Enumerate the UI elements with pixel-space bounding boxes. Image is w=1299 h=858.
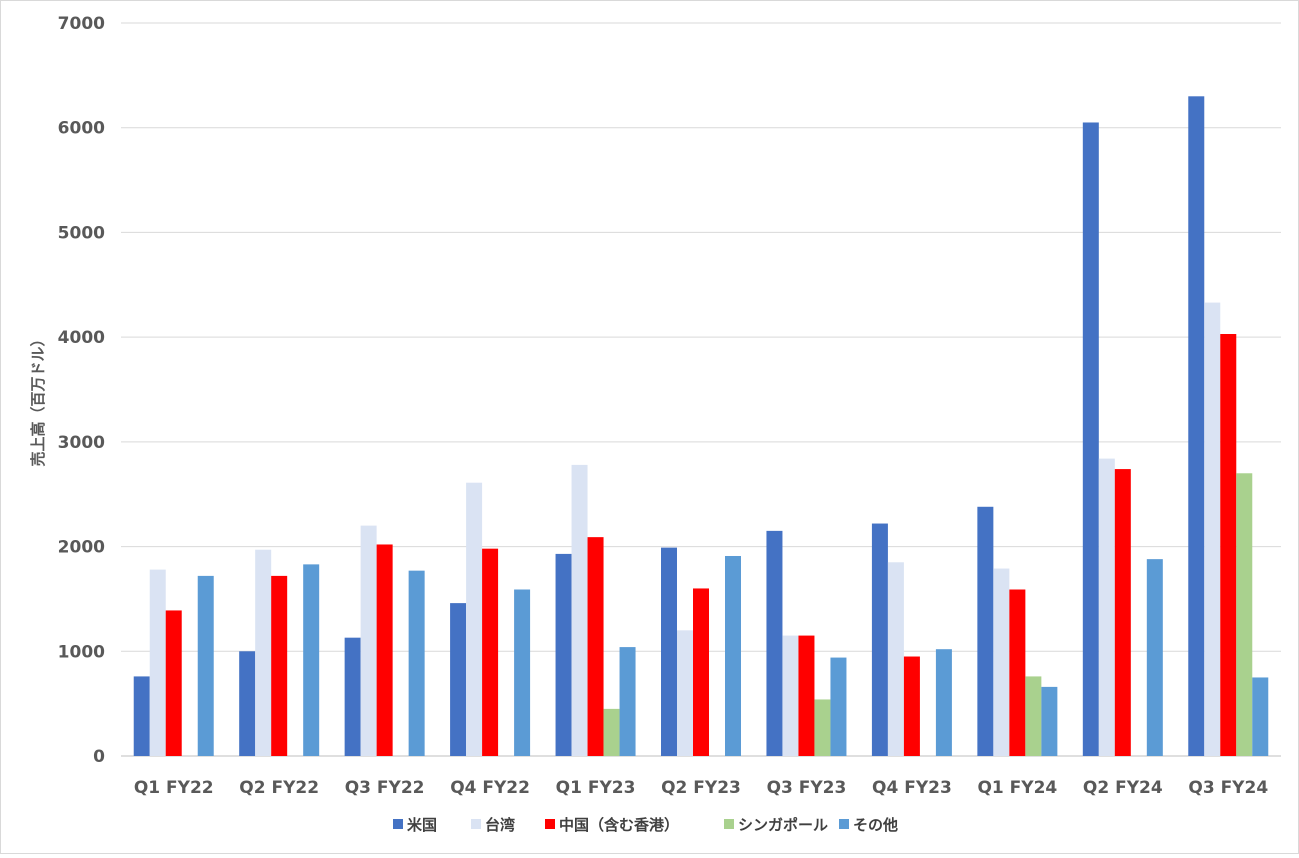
bar <box>871 523 888 756</box>
bar <box>1204 302 1221 756</box>
bar <box>303 564 320 756</box>
x-tick-label: Q4 FY22 <box>450 778 530 798</box>
x-tick-label: Q2 FY22 <box>239 778 319 798</box>
legend: 米国 台湾 中国（含む香港） シンガポール その他 <box>393 816 898 834</box>
x-tick-label: Q3 FY23 <box>767 778 847 798</box>
x-tick-label: Q1 FY23 <box>556 778 636 798</box>
bar <box>766 530 783 756</box>
bar <box>661 547 677 756</box>
legend-label: シンガポール <box>738 816 828 834</box>
bar <box>1220 334 1237 756</box>
legend-label: 中国（含む香港） <box>559 816 679 834</box>
bar <box>1146 559 1163 756</box>
bar <box>587 537 604 756</box>
bar <box>887 562 904 756</box>
y-tick-label: 2000 <box>58 538 105 558</box>
x-tick-label: Q3 FY24 <box>1188 778 1268 798</box>
bar <box>165 610 182 756</box>
bar <box>133 676 150 756</box>
bar <box>603 708 620 756</box>
y-tick-label: 5000 <box>58 223 105 243</box>
legend-swatch <box>471 819 481 829</box>
bar <box>782 635 799 756</box>
bar <box>239 651 256 756</box>
bar <box>1114 469 1131 756</box>
bar <box>977 506 994 756</box>
bar <box>725 555 741 756</box>
bar <box>376 544 393 756</box>
legend-label: その他 <box>853 816 898 834</box>
bar <box>814 699 831 756</box>
bar <box>830 657 847 756</box>
bar <box>555 553 572 756</box>
x-tick-label: Q4 FY23 <box>872 778 952 798</box>
y-axis-title: 売上高（百万ドル） <box>29 331 47 466</box>
bar <box>360 525 377 756</box>
bar <box>993 568 1010 756</box>
y-axis-ticks: 0 1000 2000 3000 4000 5000 6000 7000 <box>58 14 105 767</box>
legend-swatch <box>724 819 734 829</box>
bar <box>408 570 425 756</box>
x-tick-label: Q3 FY22 <box>345 778 425 798</box>
bar <box>571 464 588 756</box>
bar <box>1025 676 1042 756</box>
legend-label: 台湾 <box>485 816 515 834</box>
bar <box>903 656 920 756</box>
bar <box>149 569 166 756</box>
bars <box>133 96 1269 757</box>
bar <box>344 637 361 756</box>
bar <box>271 575 288 756</box>
x-tick-label: Q1 FY22 <box>134 778 214 798</box>
bar <box>1188 96 1205 757</box>
bar <box>1236 473 1253 756</box>
bar <box>514 589 531 756</box>
y-tick-label: 4000 <box>58 328 105 348</box>
x-axis-ticks: Q1 FY22 Q2 FY22 Q3 FY22 Q4 FY22 Q1 FY23 Q2 FY… <box>134 778 1268 798</box>
legend-swatch <box>545 819 555 829</box>
bar <box>693 588 709 756</box>
legend-label: 米国 <box>407 816 437 834</box>
x-tick-label: Q1 FY24 <box>977 778 1057 798</box>
bar <box>1041 686 1058 756</box>
bar <box>1098 458 1115 756</box>
y-tick-label: 0 <box>93 747 105 767</box>
bar <box>1009 589 1026 756</box>
x-tick-label: Q2 FY24 <box>1083 778 1163 798</box>
bar <box>935 649 952 756</box>
legend-swatch <box>839 819 849 829</box>
legend-swatch <box>393 819 403 829</box>
bar <box>482 548 499 756</box>
bar <box>1082 122 1099 756</box>
bar <box>197 575 214 756</box>
y-tick-label: 6000 <box>58 119 105 139</box>
bar <box>677 630 693 756</box>
y-tick-label: 3000 <box>58 433 105 453</box>
bar <box>255 549 272 756</box>
bar <box>1252 677 1269 756</box>
y-tick-label: 1000 <box>58 642 105 662</box>
bar <box>798 635 815 756</box>
bar <box>450 603 467 756</box>
x-tick-label: Q2 FY23 <box>661 778 741 798</box>
y-tick-label: 7000 <box>58 14 105 34</box>
bar <box>466 482 483 756</box>
bar <box>619 647 636 756</box>
